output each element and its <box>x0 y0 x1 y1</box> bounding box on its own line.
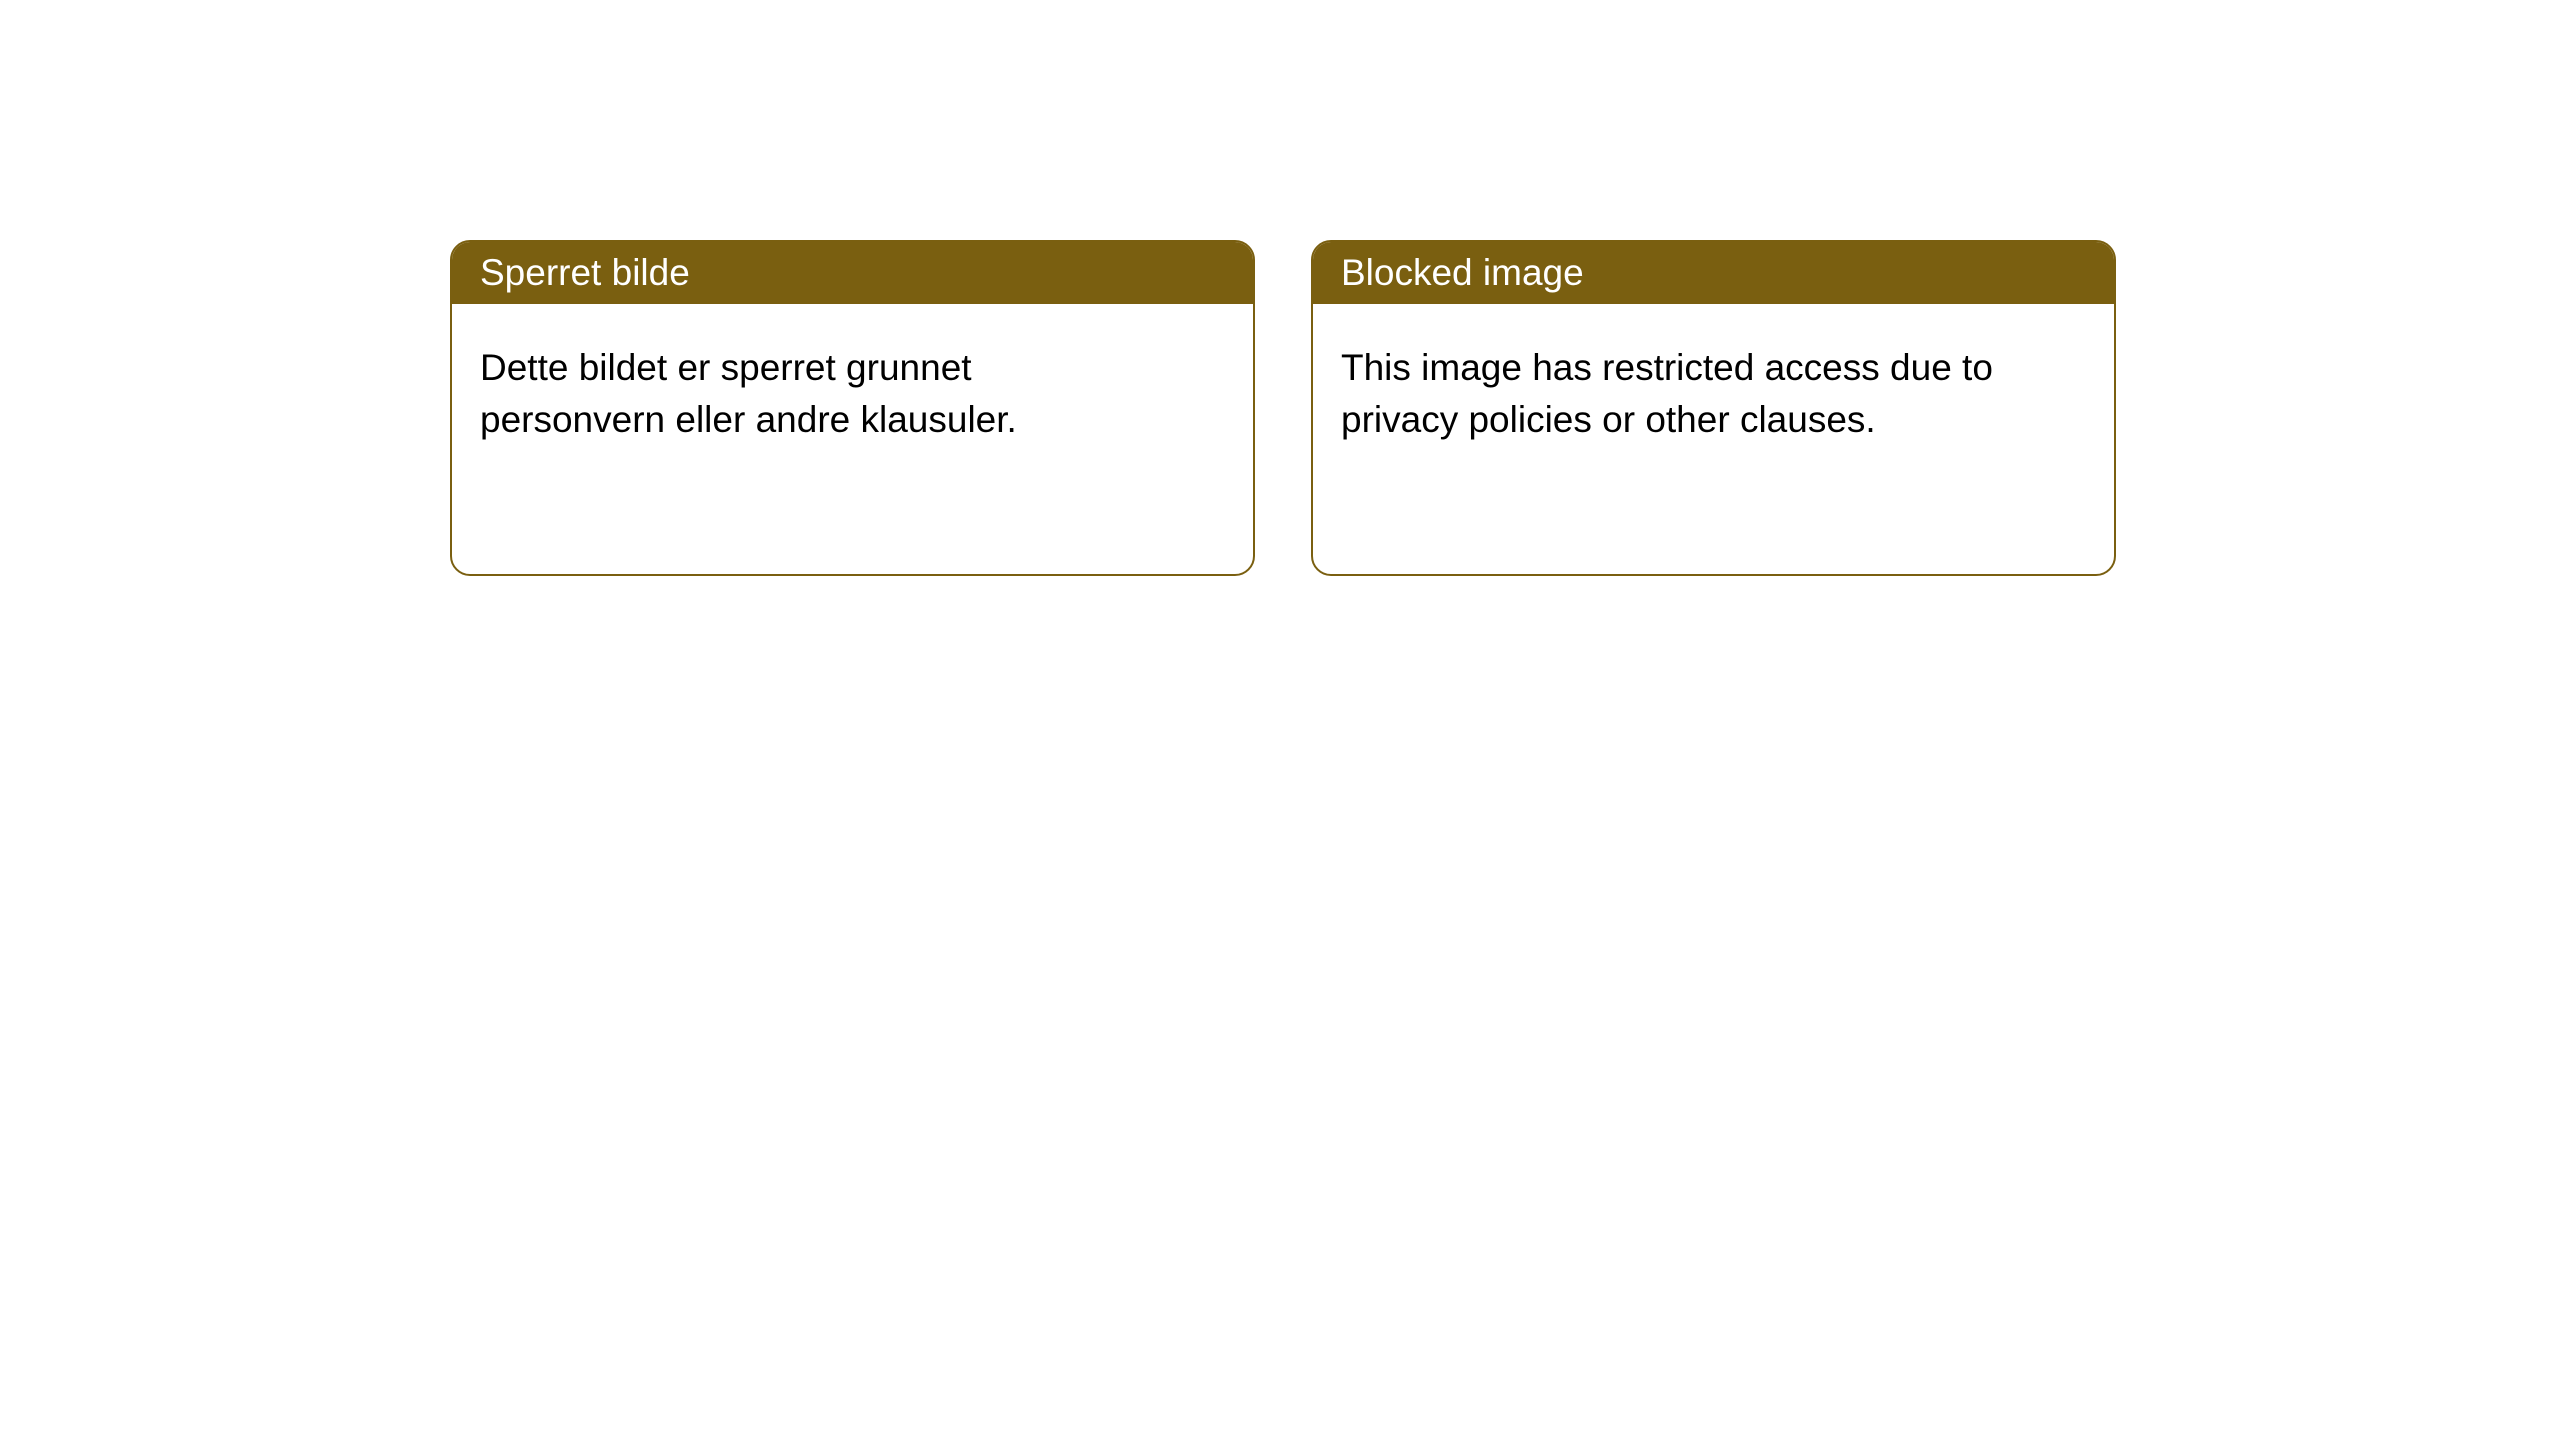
notice-body: This image has restricted access due to … <box>1313 304 2033 484</box>
notice-header: Sperret bilde <box>452 242 1253 304</box>
notice-card-norwegian: Sperret bilde Dette bildet er sperret gr… <box>450 240 1255 576</box>
notice-body: Dette bildet er sperret grunnet personve… <box>452 304 1172 484</box>
notice-cards-container: Sperret bilde Dette bildet er sperret gr… <box>0 0 2560 576</box>
notice-header: Blocked image <box>1313 242 2114 304</box>
notice-card-english: Blocked image This image has restricted … <box>1311 240 2116 576</box>
